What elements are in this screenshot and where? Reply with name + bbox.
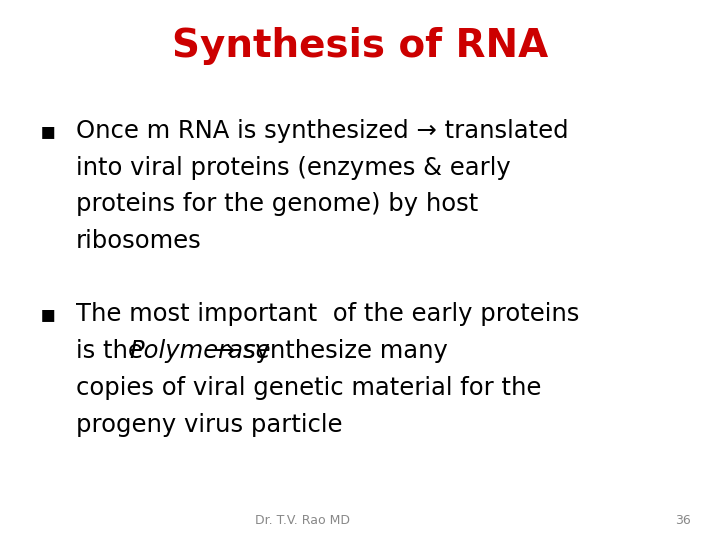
Text: ▪: ▪ bbox=[40, 302, 56, 326]
Text: Synthesis of RNA: Synthesis of RNA bbox=[172, 27, 548, 65]
Text: Once m RNA is synthesized → translated: Once m RNA is synthesized → translated bbox=[76, 119, 568, 143]
Text: Dr. T.V. Rao MD: Dr. T.V. Rao MD bbox=[255, 514, 350, 526]
Text: is the: is the bbox=[76, 339, 150, 363]
Text: Polymerase: Polymerase bbox=[130, 339, 271, 363]
Text: progeny virus particle: progeny virus particle bbox=[76, 413, 342, 436]
Text: into viral proteins (enzymes & early: into viral proteins (enzymes & early bbox=[76, 156, 510, 179]
Text: The most important  of the early proteins: The most important of the early proteins bbox=[76, 302, 579, 326]
Text: → synthesize many: → synthesize many bbox=[207, 339, 449, 363]
Text: proteins for the genome) by host: proteins for the genome) by host bbox=[76, 192, 478, 216]
Text: copies of viral genetic material for the: copies of viral genetic material for the bbox=[76, 376, 541, 400]
Text: ▪: ▪ bbox=[40, 119, 56, 143]
Text: ribosomes: ribosomes bbox=[76, 229, 202, 253]
Text: 36: 36 bbox=[675, 514, 691, 526]
